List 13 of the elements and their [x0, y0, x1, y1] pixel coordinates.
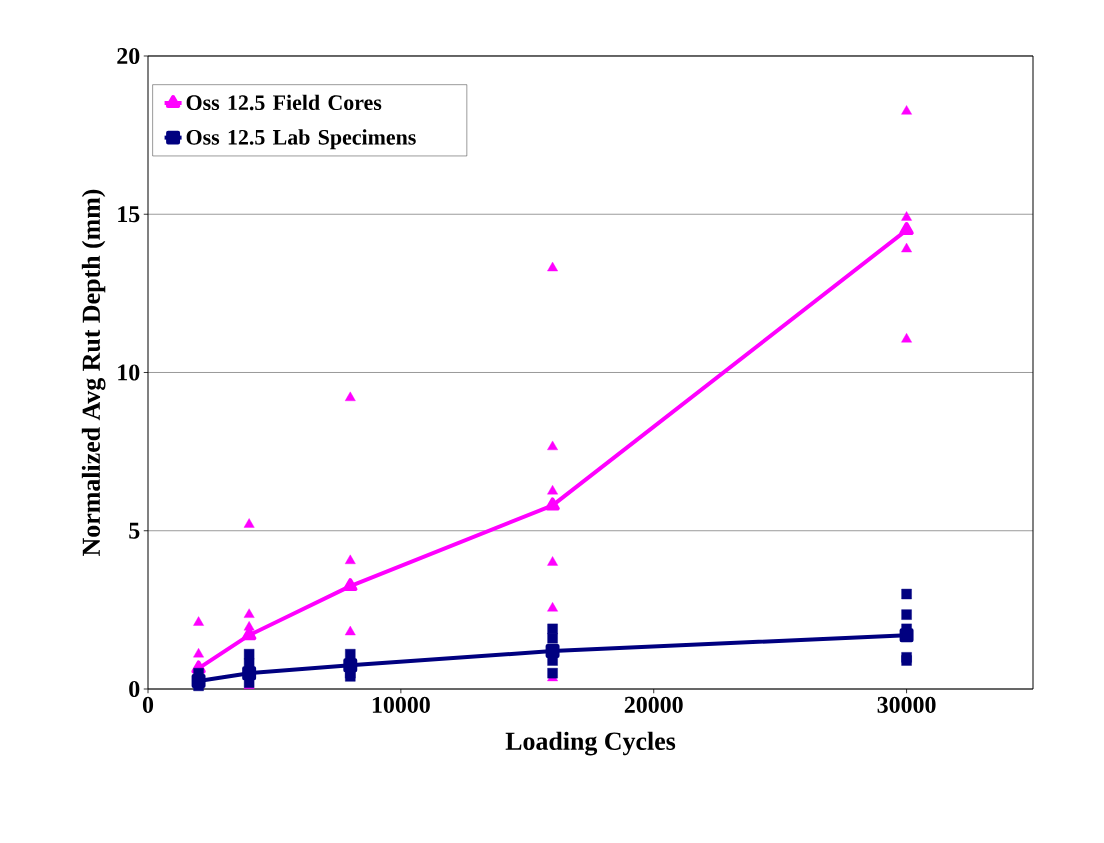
x-tick-label: 30000 — [877, 696, 936, 713]
legend-label: Oss 12.5 Field Cores — [186, 94, 382, 111]
legend-label: Oss 12.5 Lab Specimens — [186, 129, 416, 150]
y-tick-label: 20 — [117, 47, 140, 65]
y-tick-label: 5 — [129, 522, 140, 539]
y-axis-title: Normalized Avg Rut Depth (mm) — [81, 189, 106, 556]
x-tick-label: 0 — [142, 696, 154, 713]
x-tick-label: 10000 — [372, 696, 430, 713]
y-tick-label: 10 — [118, 364, 140, 381]
y-tick-label: 15 — [118, 206, 140, 223]
x-tick-label: 20000 — [624, 696, 683, 713]
x-axis-title: Loading Cycles — [505, 731, 676, 756]
y-tick-label: 0 — [129, 680, 140, 698]
